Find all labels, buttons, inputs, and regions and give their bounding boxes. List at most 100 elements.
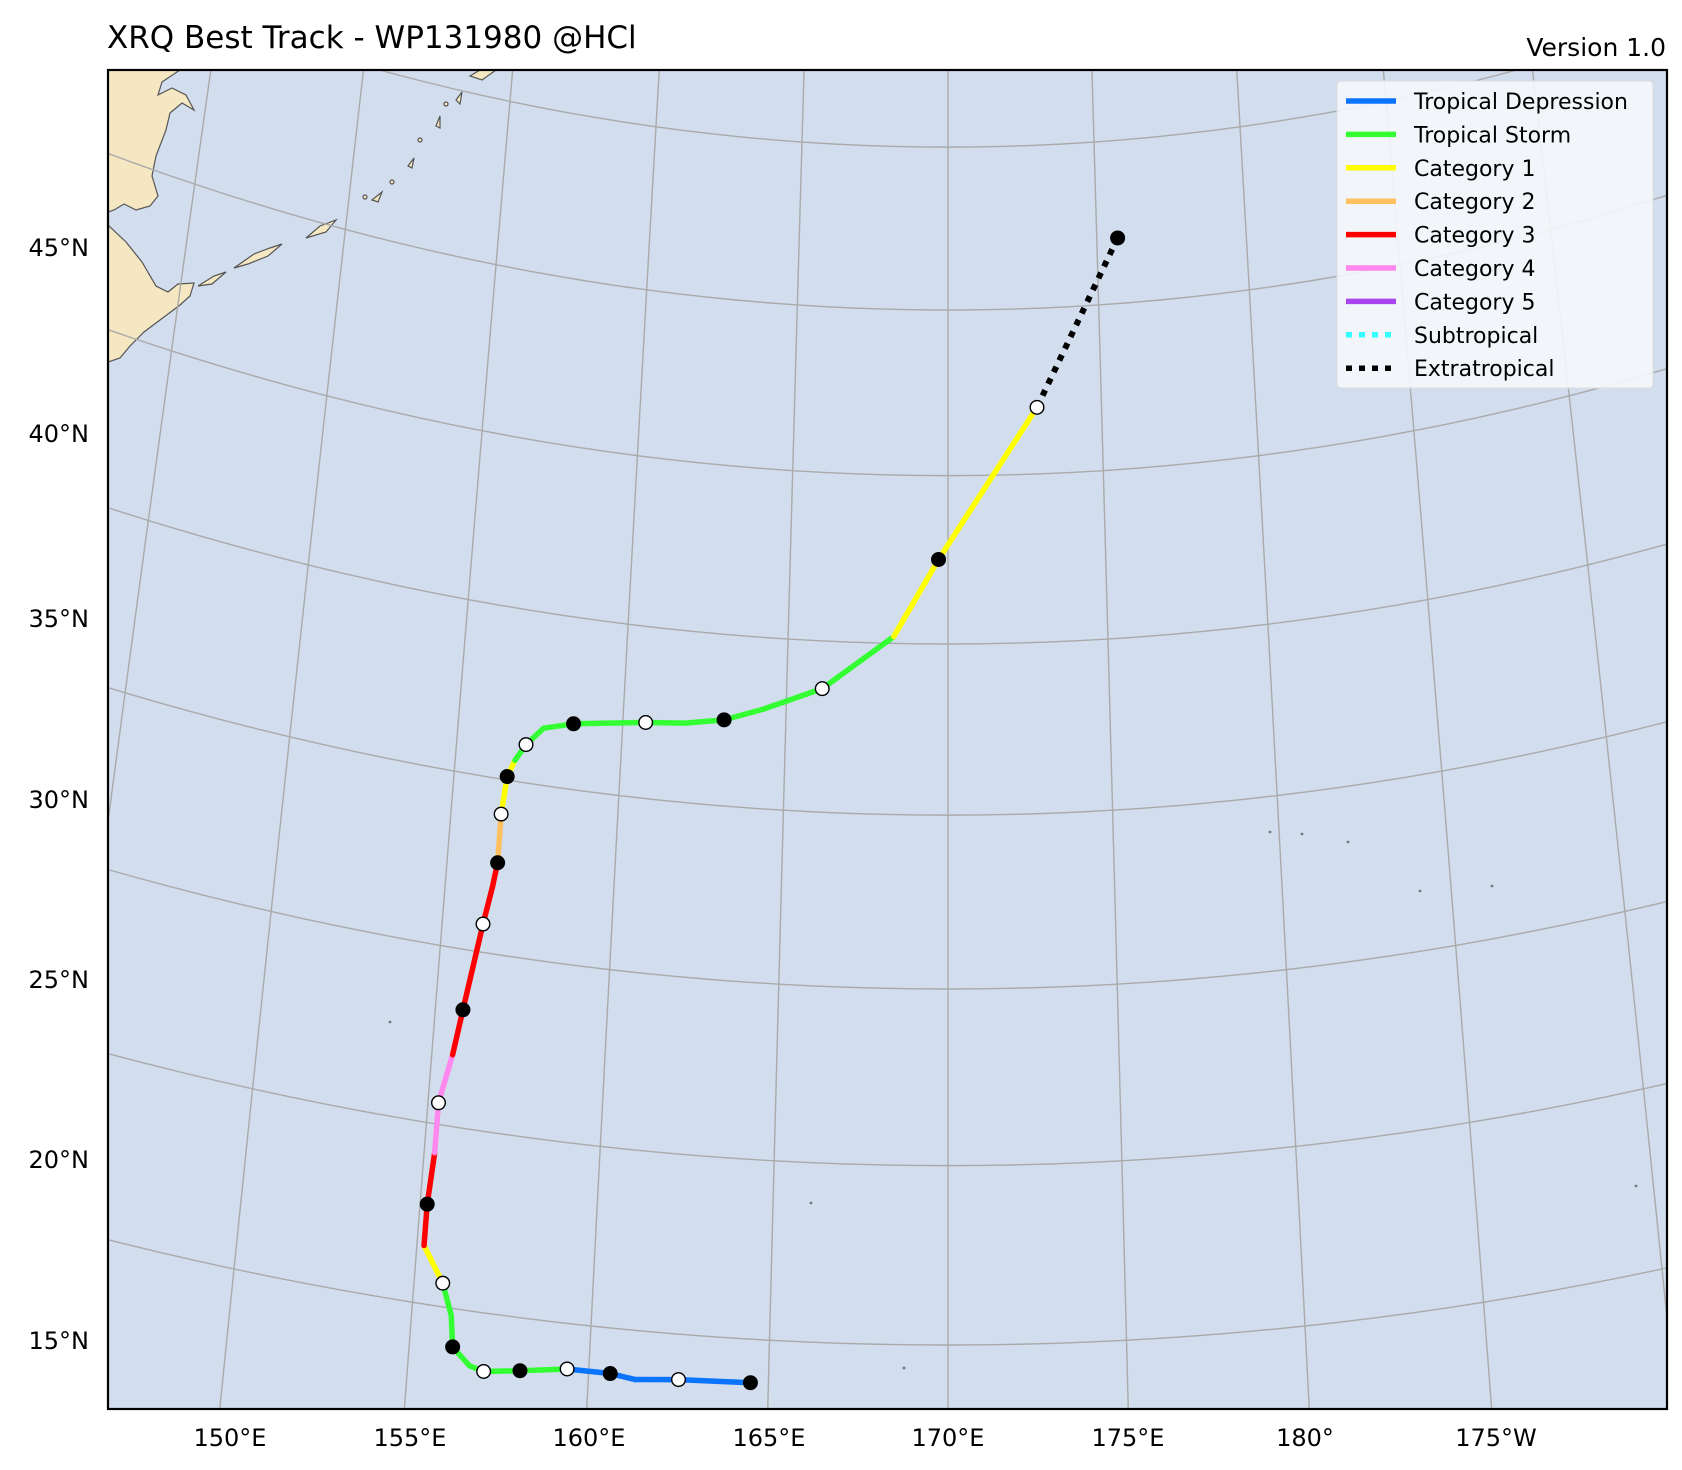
islet-dot [902, 1366, 906, 1370]
meridian-line [1091, 70, 1129, 1409]
track-segment [570, 719, 649, 727]
track-point-marker [814, 681, 830, 697]
legend-label: Category 5 [1414, 290, 1535, 315]
legend-entries: Tropical Depression Tropical Storm Categor… [1346, 90, 1628, 382]
islet-dot [1300, 832, 1304, 836]
islet-dot [1268, 830, 1272, 834]
version-label: Version 1.0 [1526, 33, 1666, 62]
kamchatka-land [108, 70, 196, 213]
lon-tick-label: 180° [1276, 1424, 1334, 1452]
islet-dot [1346, 840, 1350, 844]
lat-tick-label: 45°N [29, 234, 90, 262]
lon-tick-label: 165°E [733, 1424, 806, 1452]
latitude-axis: 15°N 20°N 25°N 30°N 35°N 40°N 45°N [29, 234, 90, 1355]
page-title: XRQ Best Track - WP131980 @HCl [107, 20, 637, 56]
hokkaido-land [108, 224, 195, 363]
track-point-marker [475, 916, 491, 932]
legend-label: Category 3 [1414, 224, 1535, 249]
track-point-marker [512, 1363, 528, 1379]
track-segment [819, 633, 897, 692]
track-point-marker [559, 1361, 575, 1377]
legend-label: Category 2 [1414, 190, 1535, 215]
islet-dot [1418, 889, 1422, 893]
lon-tick-label: 160°E [553, 1424, 626, 1452]
lat-tick-label: 25°N [29, 966, 90, 994]
longitude-axis: 150°E 155°E 160°E 165°E 170°E 175°E 180°… [194, 1424, 1537, 1452]
meridian-line [403, 70, 514, 1409]
track-point-marker [445, 1339, 461, 1355]
track-point-marker [602, 1366, 618, 1382]
track-segment [435, 1051, 456, 1106]
track-segment [1034, 236, 1121, 409]
islet-dot [1490, 884, 1494, 888]
kuril-island-d [370, 190, 384, 203]
lon-tick-label: 155°E [374, 1424, 447, 1452]
kuril-island-e [407, 157, 415, 169]
legend-label: Category 1 [1414, 157, 1535, 182]
kuril-island-h [468, 70, 498, 81]
track-point-marker [931, 551, 947, 567]
track-point-marker [490, 855, 506, 871]
track-point-marker [493, 806, 509, 822]
track-points [419, 230, 1126, 1391]
islet-2 [417, 137, 423, 143]
islet-1 [389, 179, 395, 185]
track-segment [760, 685, 825, 712]
kuril-island-g [455, 91, 463, 106]
track-segment [517, 1366, 570, 1374]
kuril-island-f [435, 115, 441, 129]
track-point-marker [518, 737, 534, 753]
track-segment [890, 556, 942, 640]
lon-tick-label: 170°E [912, 1424, 985, 1452]
map-frame [106, 68, 1669, 1411]
legend-box [1336, 80, 1654, 389]
lon-tick-label: 150°E [194, 1424, 267, 1452]
meridian-line [586, 70, 660, 1409]
track-point-marker [566, 716, 582, 732]
track-segment [460, 921, 486, 1013]
lon-tick-label: 175°W [1455, 1424, 1537, 1452]
lat-tick-label: 35°N [29, 605, 90, 633]
islet-4 [362, 194, 368, 200]
lat-tick-label: 30°N [29, 786, 90, 814]
lat-tick-label: 15°N [29, 1327, 90, 1355]
track-point-marker [742, 1375, 758, 1391]
kuril-island-b [233, 243, 283, 269]
islet-dot [388, 1020, 392, 1024]
legend-label: Tropical Storm [1413, 123, 1571, 148]
legend: Tropical Depression Tropical Storm Categor… [1336, 80, 1654, 389]
islet-dot [809, 1201, 813, 1205]
track-point-marker [671, 1372, 687, 1388]
landmass [108, 70, 498, 363]
islet-dot [1634, 1184, 1638, 1188]
meridian-line [1236, 70, 1310, 1409]
legend-label: Subtropical [1414, 324, 1538, 349]
track-point-marker [499, 769, 515, 785]
islet-3 [443, 101, 449, 107]
track-segment [935, 404, 1040, 563]
legend-label: Category 4 [1414, 257, 1535, 282]
track-segment [449, 1007, 466, 1058]
lat-tick-label: 20°N [29, 1146, 90, 1174]
track-point-marker [1029, 399, 1045, 415]
pacific-islets [388, 830, 1638, 1370]
lon-tick-label: 175°E [1092, 1424, 1165, 1452]
track-point-marker [638, 714, 654, 730]
meridian-line [108, 70, 212, 828]
track-point-marker [435, 1275, 451, 1291]
meridian-line [767, 70, 805, 1409]
track-point-marker [419, 1196, 435, 1212]
lat-tick-label: 40°N [29, 420, 90, 448]
track-point-marker [455, 1002, 471, 1018]
track-segment [675, 1376, 754, 1386]
meridian-line [219, 70, 365, 1409]
legend-label: Tropical Depression [1413, 90, 1628, 115]
track-point-marker [430, 1095, 446, 1111]
track-segment [431, 1100, 442, 1156]
track-point-marker [476, 1363, 492, 1379]
track-point-marker [716, 712, 732, 728]
track-segment [424, 1149, 438, 1207]
track-point-marker [1110, 230, 1126, 246]
